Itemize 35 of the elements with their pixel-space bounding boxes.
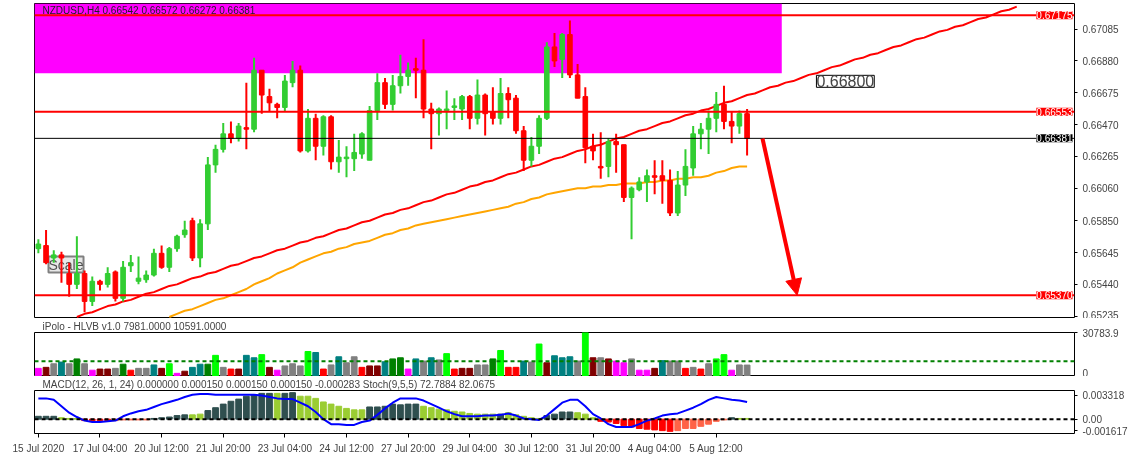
y-tick-label: 0.66060 [1082, 183, 1120, 195]
y-tick-label: 0.65440 [1082, 279, 1120, 291]
x-tick-label: 15 Jul 2020 [12, 442, 65, 454]
y-tick-label: 0 [1082, 367, 1089, 379]
chart-title: MACD(12, 26, 1, 24) 0.000000 0.000150 0.000150 0.000150 -0.000283 Stoch(9,5,5) 72.7884 82.0675 [42, 379, 496, 390]
x-tick-label: 20 Jul 12:00 [134, 442, 190, 454]
x-tick-label: 23 Jul 04:00 [257, 442, 313, 454]
annotation: 0.66800 [816, 73, 875, 91]
x-tick-label: 29 Jul 04:00 [442, 442, 498, 454]
chart-title: NZDUSD,H4 0.66542 0.66572 0.66272 0.66381 [42, 4, 256, 16]
y-tick-label: 0.00 [1082, 414, 1103, 426]
y-tick-label: 0.67085 [1082, 24, 1120, 36]
x-tick-label: 17 Jul 04:00 [72, 442, 128, 454]
y-tick-label: -0.001617 [1082, 425, 1128, 437]
y-tick-label: 0.66470 [1082, 119, 1120, 131]
y-tick-label: 0.66265 [1082, 151, 1120, 163]
y-tick-label: 0.003318 [1082, 390, 1125, 402]
x-tick-label: 30 Jul 12:00 [504, 442, 560, 454]
x-tick-label: 24 Jul 12:00 [319, 442, 375, 454]
y-tick-label: 0.65645 [1082, 247, 1120, 259]
y-tick-label: 0.66675 [1082, 87, 1120, 99]
y-tick-label: 0.65850 [1082, 215, 1120, 227]
ref-line-label: 0.65370 [1036, 290, 1073, 302]
x-tick-label: 4 Aug 04:00 [627, 442, 682, 454]
x-tick-label: 31 Jul 20:00 [565, 442, 621, 454]
x-tick-label: 5 Aug 12:00 [689, 442, 744, 454]
y-tick-label: 0.65235 [1082, 309, 1120, 321]
ref-line-label: 0.66381 [1036, 133, 1073, 145]
chart-title: iPolo - HLVB v1.0 7981.0000 10591.0000 [42, 321, 227, 332]
x-tick-label: 27 Jul 20:00 [380, 442, 436, 454]
y-tick-label: 30783.9 [1082, 327, 1120, 339]
ref-line-label: 0.67175 [1036, 10, 1073, 22]
y-tick-label: 0.66880 [1082, 55, 1120, 67]
x-tick-label: 21 Jul 20:00 [196, 442, 251, 454]
ref-line-label: 0.66553 [1036, 106, 1073, 118]
